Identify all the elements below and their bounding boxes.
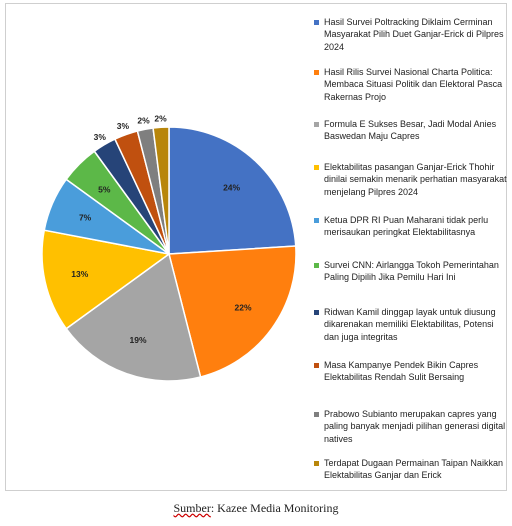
legend-swatch xyxy=(314,70,319,75)
legend-label: Survei CNN: Airlangga Tokoh Pemerintahan… xyxy=(324,260,499,283)
legend-item-9: Prabowo Subianto merupakan capres yang p… xyxy=(314,408,510,445)
data-label-6: 5% xyxy=(98,184,111,194)
legend-item-6: Survei CNN: Airlangga Tokoh Pemerintahan… xyxy=(314,259,510,284)
data-label-10: 2% xyxy=(154,113,167,123)
legend-label: Hasil Rilis Survei Nasional Charta Polit… xyxy=(324,67,503,102)
legend-swatch xyxy=(314,363,319,368)
legend-swatch xyxy=(314,412,319,417)
pie-slice-4 xyxy=(41,229,171,330)
legend-label: Elektabilitas pasangan Ganjar-Erick Thoh… xyxy=(324,162,507,197)
legend-label: Ketua DPR RI Puan Maharani tidak perlu m… xyxy=(324,215,489,238)
legend-item-3: Formula E Sukses Besar, Jadi Modal Anies… xyxy=(314,118,510,143)
legend-swatch xyxy=(314,122,319,127)
legend-swatch xyxy=(314,461,319,466)
data-label-8: 3% xyxy=(117,121,130,131)
legend-label: Terdapat Dugaan Permainan Taipan Naikkan… xyxy=(324,458,503,481)
pie-slice-2 xyxy=(168,245,297,378)
data-label-5: 7% xyxy=(79,213,92,223)
data-label-3: 19% xyxy=(129,335,146,345)
legend-label: Ridwan Kamil dinggap layak untuk diusung… xyxy=(324,307,496,342)
legend-swatch xyxy=(314,263,319,268)
pie-chart: 24% 22% 19% 13% 7% 5% 3% 3% 2% 2% xyxy=(41,113,297,382)
legend-item-2: Hasil Rilis Survei Nasional Charta Polit… xyxy=(314,66,510,103)
source-prefix: Sumber xyxy=(173,501,211,515)
legend-label: Hasil Survei Poltracking Diklaim Cermina… xyxy=(324,17,504,52)
legend-item-7: Ridwan Kamil dinggap layak untuk diusung… xyxy=(314,306,510,343)
legend-swatch xyxy=(314,165,319,170)
legend-item-4: Elektabilitas pasangan Ganjar-Erick Thoh… xyxy=(314,161,510,198)
legend-label: Masa Kampanye Pendek Bikin Capres Elekta… xyxy=(324,360,479,383)
data-label-1: 24% xyxy=(223,182,240,192)
legend-item-10: Terdapat Dugaan Permainan Taipan Naikkan… xyxy=(314,457,510,482)
pie-slice-3 xyxy=(65,252,202,382)
legend-item-5: Ketua DPR RI Puan Maharani tidak perlu m… xyxy=(314,214,510,239)
pie-slice-10 xyxy=(152,126,170,255)
legend-swatch xyxy=(314,218,319,223)
data-label-4: 13% xyxy=(71,269,88,279)
data-label-2: 22% xyxy=(234,303,251,313)
legend-swatch xyxy=(314,310,319,315)
data-label-9: 2% xyxy=(137,115,150,125)
source-caption: Sumber: Kazee Media Monitoring xyxy=(0,501,512,516)
legend-label: Prabowo Subianto merupakan capres yang p… xyxy=(324,409,506,444)
legend-label: Formula E Sukses Besar, Jadi Modal Anies… xyxy=(324,119,497,142)
legend-swatch xyxy=(314,20,319,25)
legend-item-1: Hasil Survei Poltracking Diklaim Cermina… xyxy=(314,16,510,53)
pie-slice-1 xyxy=(168,126,297,255)
data-label-7: 3% xyxy=(94,132,107,142)
source-text: : Kazee Media Monitoring xyxy=(210,501,339,515)
chart-frame: 24% 22% 19% 13% 7% 5% 3% 3% 2% 2% Hasil Survei Po… xyxy=(5,3,507,491)
legend-item-8: Masa Kampanye Pendek Bikin Capres Elekta… xyxy=(314,359,510,384)
